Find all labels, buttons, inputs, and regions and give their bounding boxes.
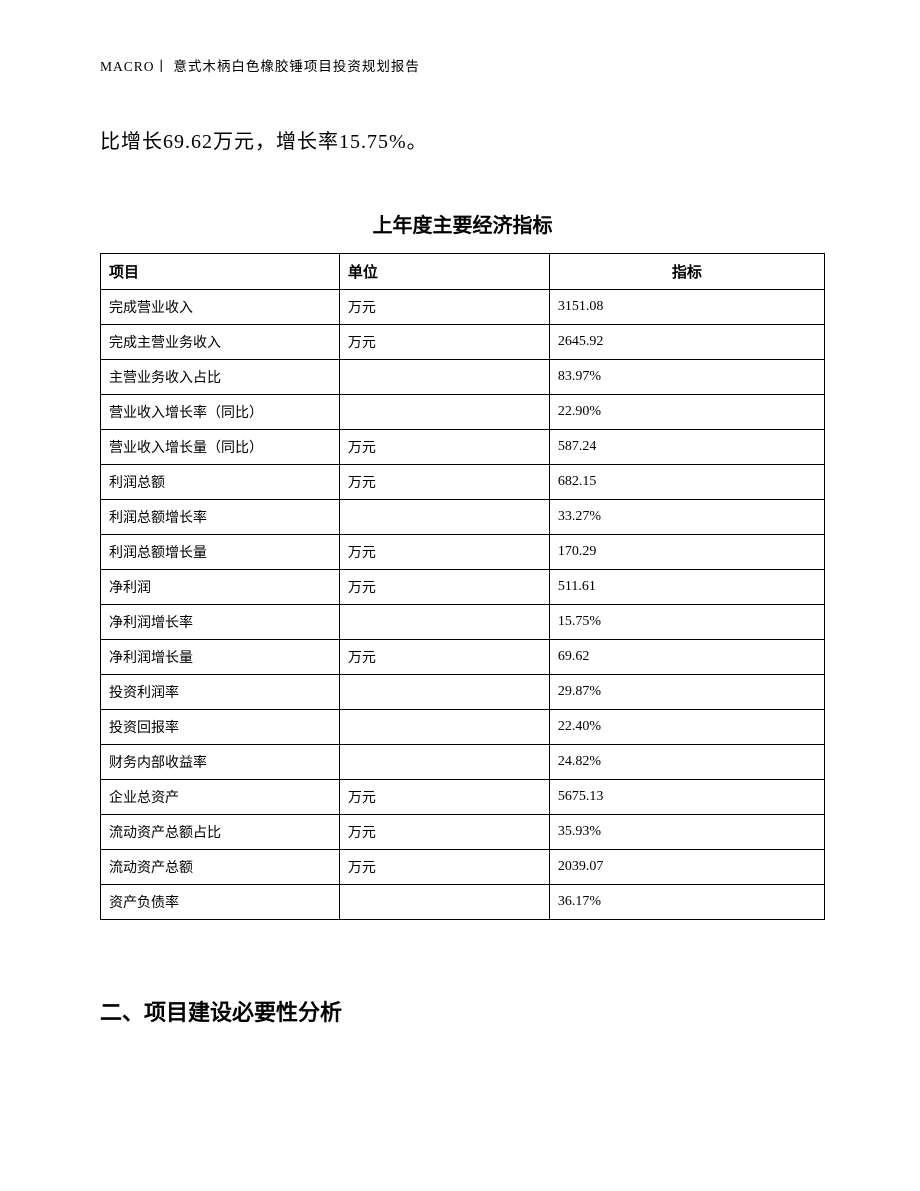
table-cell: 15.75% [549, 605, 824, 640]
table-header-cell: 单位 [339, 254, 549, 290]
table-header-cell: 项目 [101, 254, 340, 290]
table-cell: 511.61 [549, 570, 824, 605]
table-cell: 营业收入增长率（同比） [101, 395, 340, 430]
table-cell: 170.29 [549, 535, 824, 570]
table-cell [339, 605, 549, 640]
table-cell: 5675.13 [549, 780, 824, 815]
table-cell: 利润总额增长量 [101, 535, 340, 570]
table-cell: 33.27% [549, 500, 824, 535]
table-cell: 营业收入增长量（同比） [101, 430, 340, 465]
table-cell: 万元 [339, 850, 549, 885]
table-title: 上年度主要经济指标 [100, 209, 825, 238]
table-cell: 完成营业收入 [101, 290, 340, 325]
table-row: 净利润增长率 15.75% [101, 605, 825, 640]
table-cell: 万元 [339, 430, 549, 465]
table-cell: 36.17% [549, 885, 824, 920]
table-cell: 流动资产总额 [101, 850, 340, 885]
table-row: 主营业务收入占比 83.97% [101, 360, 825, 395]
table-cell: 69.62 [549, 640, 824, 675]
table-row: 净利润增长量万元69.62 [101, 640, 825, 675]
table-cell: 万元 [339, 325, 549, 360]
table-row: 流动资产总额占比万元35.93% [101, 815, 825, 850]
table-cell: 投资回报率 [101, 710, 340, 745]
table-row: 企业总资产万元5675.13 [101, 780, 825, 815]
table-cell: 万元 [339, 640, 549, 675]
table-row: 流动资产总额万元2039.07 [101, 850, 825, 885]
table-cell: 83.97% [549, 360, 824, 395]
table-row: 完成主营业务收入万元2645.92 [101, 325, 825, 360]
table-cell: 35.93% [549, 815, 824, 850]
table-cell: 万元 [339, 570, 549, 605]
table-cell: 净利润增长量 [101, 640, 340, 675]
table-header-cell: 指标 [549, 254, 824, 290]
table-row: 利润总额增长量万元170.29 [101, 535, 825, 570]
table-row: 净利润万元511.61 [101, 570, 825, 605]
table-row: 投资利润率 29.87% [101, 675, 825, 710]
table-cell: 投资利润率 [101, 675, 340, 710]
table-cell: 3151.08 [549, 290, 824, 325]
table-cell: 资产负债率 [101, 885, 340, 920]
table-row: 营业收入增长率（同比） 22.90% [101, 395, 825, 430]
table-row: 投资回报率 22.40% [101, 710, 825, 745]
table-row: 利润总额增长率 33.27% [101, 500, 825, 535]
table-row: 营业收入增长量（同比）万元587.24 [101, 430, 825, 465]
table-cell: 29.87% [549, 675, 824, 710]
table-cell: 682.15 [549, 465, 824, 500]
table-cell: 利润总额增长率 [101, 500, 340, 535]
table-row: 财务内部收益率 24.82% [101, 745, 825, 780]
table-row: 利润总额万元682.15 [101, 465, 825, 500]
table-cell: 587.24 [549, 430, 824, 465]
table-cell: 万元 [339, 535, 549, 570]
section-heading: 二、项目建设必要性分析 [100, 995, 825, 1027]
table-cell: 万元 [339, 465, 549, 500]
table-cell: 万元 [339, 780, 549, 815]
table-cell: 流动资产总额占比 [101, 815, 340, 850]
table-row: 完成营业收入万元3151.08 [101, 290, 825, 325]
table-cell: 24.82% [549, 745, 824, 780]
body-paragraph: 比增长69.62万元，增长率15.75%。 [100, 125, 825, 154]
page-header: MACRO丨 意式木柄白色橡胶锤项目投资规划报告 [100, 55, 825, 75]
table-cell: 22.40% [549, 710, 824, 745]
table-cell: 利润总额 [101, 465, 340, 500]
table-cell [339, 745, 549, 780]
table-cell: 财务内部收益率 [101, 745, 340, 780]
table-cell [339, 675, 549, 710]
table-cell: 净利润增长率 [101, 605, 340, 640]
table-cell: 万元 [339, 815, 549, 850]
table-cell [339, 360, 549, 395]
table-cell: 22.90% [549, 395, 824, 430]
table-cell [339, 395, 549, 430]
table-header-row: 项目 单位 指标 [101, 254, 825, 290]
table-cell: 完成主营业务收入 [101, 325, 340, 360]
table-cell [339, 710, 549, 745]
table-cell: 企业总资产 [101, 780, 340, 815]
table-cell: 2645.92 [549, 325, 824, 360]
economic-indicators-table: 项目 单位 指标 完成营业收入万元3151.08 完成主营业务收入万元2645.… [100, 253, 825, 920]
table-cell [339, 885, 549, 920]
table-cell: 主营业务收入占比 [101, 360, 340, 395]
table-cell [339, 500, 549, 535]
table-cell: 万元 [339, 290, 549, 325]
table-cell: 2039.07 [549, 850, 824, 885]
table-cell: 净利润 [101, 570, 340, 605]
table-row: 资产负债率 36.17% [101, 885, 825, 920]
table-body: 完成营业收入万元3151.08 完成主营业务收入万元2645.92 主营业务收入… [101, 290, 825, 920]
